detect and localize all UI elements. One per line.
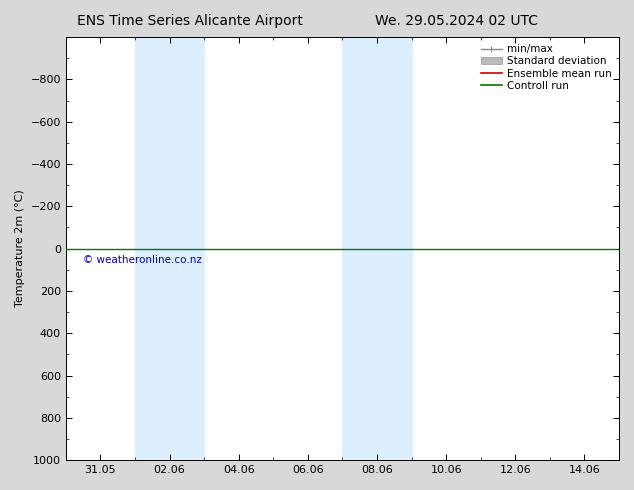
Y-axis label: Temperature 2m (°C): Temperature 2m (°C): [15, 190, 25, 307]
Bar: [342, 37, 411, 460]
Text: © weatheronline.co.nz: © weatheronline.co.nz: [83, 255, 202, 265]
Text: We. 29.05.2024 02 UTC: We. 29.05.2024 02 UTC: [375, 14, 538, 28]
Text: ENS Time Series Alicante Airport: ENS Time Series Alicante Airport: [77, 14, 303, 28]
Bar: [135, 37, 204, 460]
Legend: min/max, Standard deviation, Ensemble mean run, Controll run: min/max, Standard deviation, Ensemble me…: [479, 42, 614, 93]
